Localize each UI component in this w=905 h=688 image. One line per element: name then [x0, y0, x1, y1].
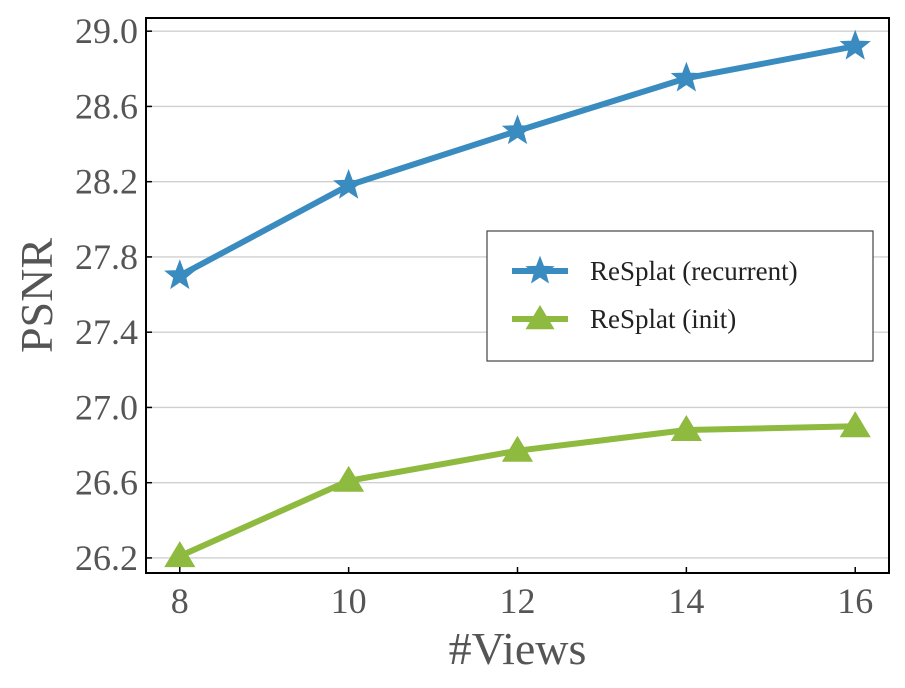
- x-tick-label: 10: [331, 581, 367, 621]
- y-tick-label: 27.4: [75, 312, 138, 352]
- data-point-series-1: [501, 114, 534, 145]
- x-axis-title: #Views: [449, 623, 587, 674]
- legend-marker: [525, 255, 555, 284]
- y-tick-label: 27.0: [75, 387, 138, 427]
- data-point-series-2: [164, 541, 196, 568]
- legend: ReSplat (recurrent) ReSplat (init): [486, 230, 874, 362]
- x-tick-label: 14: [668, 581, 704, 621]
- legend-label: ReSplat (recurrent): [590, 256, 798, 286]
- y-tick-label: 27.8: [75, 237, 138, 277]
- legend-marker: [525, 305, 555, 330]
- data-point-series-2: [333, 465, 365, 492]
- y-tick-label: 28.2: [75, 162, 138, 202]
- legend-box: [486, 230, 874, 362]
- data-point-series-2: [670, 415, 702, 441]
- data-point-series-1: [670, 61, 702, 92]
- data-point-series-1: [839, 29, 871, 60]
- y-tick-label: 29.0: [75, 11, 138, 51]
- data-point-series-2: [501, 435, 534, 462]
- data-point-series-2: [839, 411, 871, 438]
- x-tick-label: 12: [500, 581, 536, 621]
- x-tick-label: 16: [837, 581, 873, 621]
- x-tick-label: 8: [171, 581, 189, 621]
- y-tick-label: 26.2: [75, 538, 138, 578]
- y-axis-title: PSNR: [11, 238, 62, 353]
- data-point-series-1: [333, 168, 365, 199]
- y-tick-label: 28.6: [75, 86, 138, 126]
- data-point-series-1: [164, 259, 196, 290]
- y-tick-label: 26.6: [75, 463, 138, 503]
- axis-ticks: 26.2 26.6 27.0 27.4 27.8 28.2 28.6 29.0 8 10 12 14 1…: [75, 11, 873, 621]
- series-layer: [164, 29, 871, 568]
- legend-label: ReSplat (init): [590, 304, 736, 334]
